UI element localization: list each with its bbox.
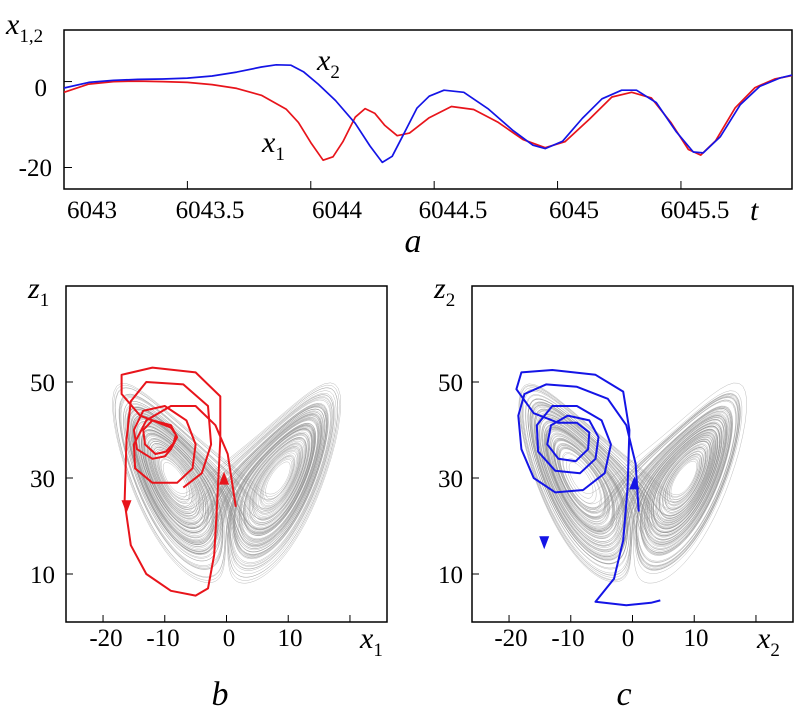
panel-c: z2 x2 50 30 10 -20 -10 0 10 c <box>433 272 794 713</box>
panel-b-trajectory <box>120 366 237 597</box>
panel-c-ytick-0: 50 <box>438 370 463 397</box>
panel-a-ylabel: x1,2 <box>5 8 43 47</box>
attractor-curve <box>518 382 747 584</box>
panel-c-ytick-1: 30 <box>438 466 463 493</box>
panel-b-xtick-1: -10 <box>146 625 179 652</box>
panel-a-frame <box>63 29 793 190</box>
trajectory-arrow-0 <box>539 536 550 550</box>
panel-b-xlabel: x1 <box>359 622 383 661</box>
panel-c-xtick-0: -20 <box>494 625 527 652</box>
panel-a-ticks <box>63 81 682 189</box>
series-label-x1: x1 <box>261 126 285 165</box>
panel-c-xlabel: x2 <box>756 622 780 661</box>
panel-c-ytick-2: 10 <box>438 562 463 589</box>
trajectory-arrow-0 <box>121 500 132 514</box>
trajectory-line <box>120 366 237 597</box>
panel-a-label: a <box>405 223 422 260</box>
panel-c-xtick-1: -10 <box>551 625 584 652</box>
panel-a-xtick-2: 6044 <box>312 197 363 224</box>
panel-b-label: b <box>212 676 229 713</box>
panel-b-xtick-3: 10 <box>278 625 303 652</box>
panel-a-xtick-1: 6043.5 <box>176 197 245 224</box>
panel-a-xtick-3: 6044.5 <box>419 197 488 224</box>
panel-b-ytick-1: 30 <box>30 466 55 493</box>
panel-c-ticks <box>472 381 757 622</box>
panel-b-xtick-2: 0 <box>223 625 236 652</box>
trajectory-arrow-1 <box>629 476 640 490</box>
panel-b-frame <box>65 285 388 623</box>
panel-a: x1,2 t 0 -20 6043 6043.5 6044 6044.5 604… <box>5 8 793 260</box>
panel-a-xtick-4: 6045 <box>549 197 599 224</box>
panel-b-ytick-0: 50 <box>30 370 55 397</box>
panel-c-ylabel: z2 <box>433 272 455 311</box>
panel-a-series <box>63 63 793 164</box>
series-line-x2 <box>63 63 793 164</box>
panel-a-ytick-0: 0 <box>35 75 48 102</box>
panel-b-ylabel: z1 <box>27 272 49 311</box>
panel-b-attractor <box>112 382 341 584</box>
panel-a-xtick-5: 6045.5 <box>661 197 730 224</box>
panel-a-xlabel: t <box>750 194 759 227</box>
panel-a-xtick-0: 6043 <box>67 197 117 224</box>
series-label-x2: x2 <box>316 44 340 83</box>
trajectory-line <box>515 369 661 607</box>
trajectory-arrow-1 <box>219 471 230 485</box>
panel-b-ytick-2: 10 <box>30 562 55 589</box>
panel-b: z1 x1 50 30 10 -20 -10 0 10 b <box>27 272 388 713</box>
series-line-x1 <box>63 74 793 162</box>
panel-b-ticks <box>66 381 351 622</box>
panel-c-attractor <box>518 382 747 584</box>
panel-b-xtick-0: -20 <box>89 625 122 652</box>
panel-c-xtick-2: 0 <box>622 625 635 652</box>
panel-c-label: c <box>616 676 631 713</box>
attractor-curve <box>112 382 341 584</box>
panel-a-ytick-1: -20 <box>19 155 52 182</box>
panel-c-xtick-3: 10 <box>684 625 709 652</box>
panel-c-trajectory <box>515 369 661 607</box>
